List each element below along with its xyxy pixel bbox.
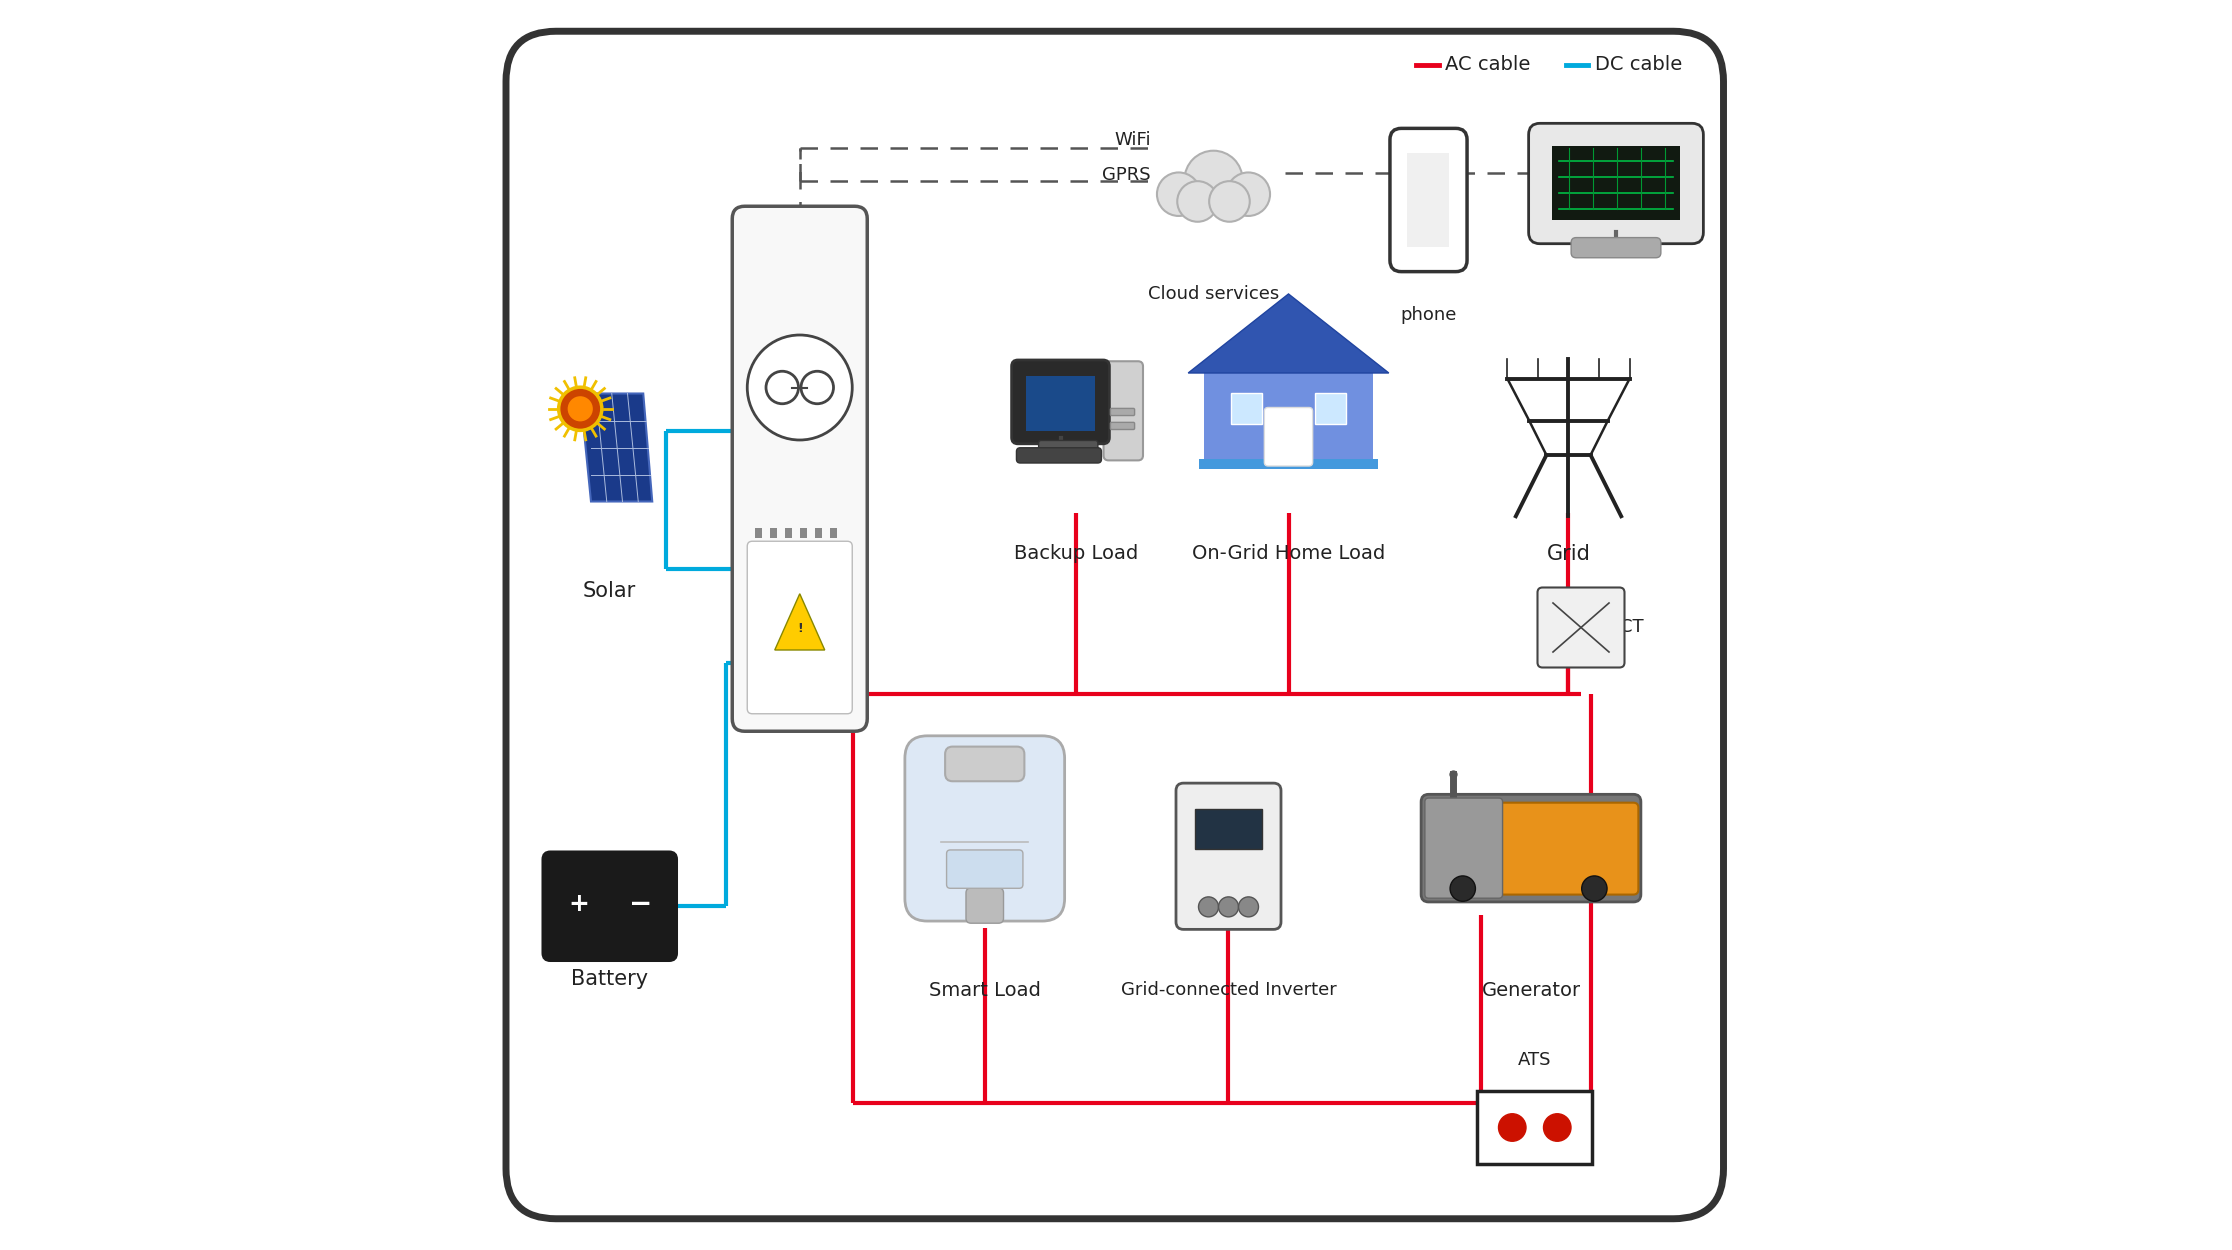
FancyBboxPatch shape: [1109, 422, 1134, 430]
FancyBboxPatch shape: [1315, 394, 1346, 424]
Circle shape: [567, 396, 594, 421]
Circle shape: [1582, 876, 1607, 901]
Text: phone: phone: [1399, 306, 1457, 324]
FancyBboxPatch shape: [786, 528, 792, 538]
Text: Solar: Solar: [583, 581, 636, 601]
FancyBboxPatch shape: [966, 888, 1004, 924]
FancyBboxPatch shape: [830, 528, 837, 538]
FancyBboxPatch shape: [1038, 440, 1098, 452]
FancyBboxPatch shape: [1194, 809, 1263, 849]
FancyBboxPatch shape: [1391, 129, 1466, 271]
FancyBboxPatch shape: [1538, 588, 1625, 668]
Text: Smart Load: Smart Load: [929, 981, 1040, 1000]
Polygon shape: [580, 394, 652, 501]
FancyBboxPatch shape: [815, 528, 821, 538]
Circle shape: [558, 388, 603, 430]
FancyBboxPatch shape: [748, 541, 853, 714]
FancyBboxPatch shape: [507, 31, 1723, 1219]
Circle shape: [1156, 173, 1201, 216]
Text: Battery: Battery: [571, 969, 647, 989]
Circle shape: [1176, 181, 1219, 221]
Circle shape: [748, 335, 853, 440]
FancyBboxPatch shape: [1263, 408, 1312, 466]
Text: Grid: Grid: [1547, 544, 1591, 564]
Text: Backup Load: Backup Load: [1013, 544, 1138, 562]
FancyBboxPatch shape: [1199, 459, 1377, 469]
FancyBboxPatch shape: [1156, 184, 1270, 216]
FancyBboxPatch shape: [904, 736, 1065, 921]
FancyBboxPatch shape: [1571, 238, 1661, 258]
Text: On-Grid Home Load: On-Grid Home Load: [1192, 544, 1386, 562]
Text: WiFi: WiFi: [1114, 131, 1152, 149]
Text: Generator: Generator: [1482, 981, 1580, 1000]
Text: +: +: [569, 891, 589, 916]
Polygon shape: [775, 594, 826, 650]
FancyBboxPatch shape: [1529, 124, 1703, 244]
FancyBboxPatch shape: [946, 850, 1022, 889]
Circle shape: [1210, 181, 1250, 221]
FancyBboxPatch shape: [1011, 360, 1109, 444]
Circle shape: [1498, 1114, 1527, 1141]
Text: DC cable: DC cable: [1594, 55, 1683, 75]
Text: Grid-connected Inverter: Grid-connected Inverter: [1120, 981, 1337, 999]
Circle shape: [1451, 876, 1475, 901]
Text: AC cable: AC cable: [1444, 55, 1531, 75]
Circle shape: [1239, 898, 1259, 918]
Text: −: −: [629, 890, 652, 918]
Text: !: !: [797, 622, 804, 635]
Polygon shape: [1203, 372, 1373, 462]
FancyBboxPatch shape: [1109, 409, 1134, 415]
Circle shape: [1185, 151, 1243, 209]
FancyBboxPatch shape: [770, 528, 777, 538]
Circle shape: [1219, 898, 1239, 918]
FancyBboxPatch shape: [799, 528, 808, 538]
FancyBboxPatch shape: [1176, 782, 1281, 930]
FancyBboxPatch shape: [1424, 798, 1502, 899]
FancyBboxPatch shape: [1232, 394, 1261, 424]
Text: GPRS: GPRS: [1103, 166, 1152, 184]
FancyBboxPatch shape: [1422, 794, 1641, 902]
FancyBboxPatch shape: [542, 853, 676, 960]
Polygon shape: [1187, 294, 1388, 372]
FancyBboxPatch shape: [1027, 375, 1096, 431]
FancyBboxPatch shape: [1491, 802, 1638, 895]
FancyBboxPatch shape: [1551, 146, 1681, 220]
FancyBboxPatch shape: [754, 528, 763, 538]
FancyBboxPatch shape: [944, 746, 1024, 781]
FancyBboxPatch shape: [1016, 448, 1100, 462]
Text: ATS: ATS: [1518, 1051, 1551, 1069]
FancyBboxPatch shape: [732, 206, 868, 731]
Circle shape: [1199, 898, 1219, 918]
FancyBboxPatch shape: [1103, 361, 1143, 460]
Circle shape: [1228, 173, 1270, 216]
Text: CT: CT: [1620, 619, 1643, 636]
Circle shape: [1545, 1114, 1571, 1141]
Text: Cloud services: Cloud services: [1147, 285, 1279, 302]
FancyBboxPatch shape: [1478, 1091, 1591, 1164]
FancyBboxPatch shape: [1408, 152, 1449, 248]
